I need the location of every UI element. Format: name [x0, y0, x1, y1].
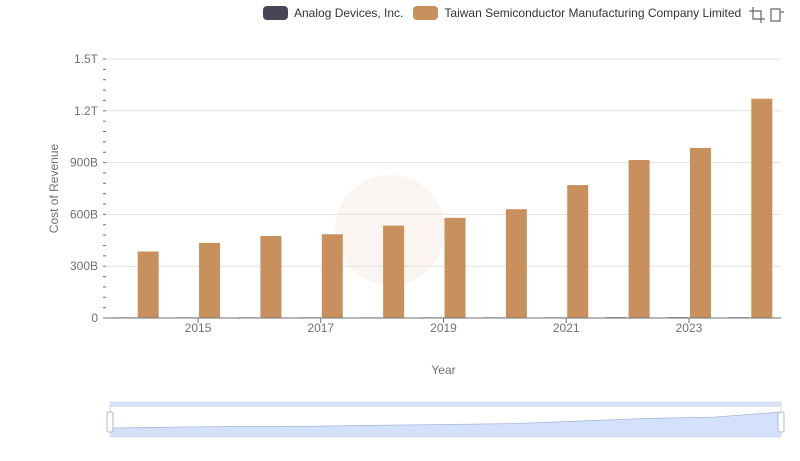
y-tick-label: 600B [70, 207, 98, 221]
zoom-slider-line [109, 411, 782, 429]
zoom-slider-top-bar [110, 402, 781, 407]
x-tick-label: 2023 [676, 321, 703, 335]
bar-tsmc [444, 217, 466, 318]
x-tick-label: 2021 [553, 321, 580, 335]
bar-tsmc [689, 147, 711, 318]
legend-item-tsmc[interactable]: Taiwan Semiconductor Manufacturing Compa… [413, 6, 741, 20]
legend-label-analog-devices: Analog Devices, Inc. [294, 6, 404, 20]
bar-tsmc [751, 98, 773, 318]
toolbox [746, 6, 786, 24]
x-tick-label: 2015 [185, 321, 212, 335]
bar-tsmc [383, 225, 405, 318]
x-tick-label: 2019 [430, 321, 457, 335]
y-tick-label: 1.5T [74, 52, 99, 66]
legend-swatch-analog-devices [263, 6, 288, 20]
legend-label-tsmc: Taiwan Semiconductor Manufacturing Compa… [444, 6, 742, 20]
x-tick-label: 2017 [307, 321, 334, 335]
bar-tsmc [321, 234, 343, 318]
bar-tsmc [199, 242, 221, 318]
y-tick-label: 1.2T [74, 104, 99, 118]
bar-tsmc [628, 160, 650, 318]
y-tick-label: 900B [70, 156, 98, 170]
zoom-icon[interactable] [748, 6, 766, 24]
bar-tsmc [137, 251, 159, 318]
y-tick-label: 0 [91, 311, 98, 325]
legend-item-analog-devices[interactable]: Analog Devices, Inc. [263, 6, 403, 20]
restore-icon[interactable] [768, 6, 786, 24]
x-axis-title: Year [431, 363, 455, 377]
zoom-slider-left-handle[interactable] [106, 411, 114, 433]
y-tick-label: 300B [70, 259, 98, 273]
y-axis-title: Cost of Revenue [47, 143, 61, 233]
bar-tsmc [567, 185, 589, 318]
zoom-slider-right-handle[interactable] [777, 411, 785, 433]
bar-tsmc [505, 209, 527, 318]
bar-tsmc [260, 235, 282, 318]
legend-swatch-tsmc [413, 6, 439, 20]
legend: Analog Devices, Inc. Taiwan Semiconducto… [263, 4, 751, 22]
